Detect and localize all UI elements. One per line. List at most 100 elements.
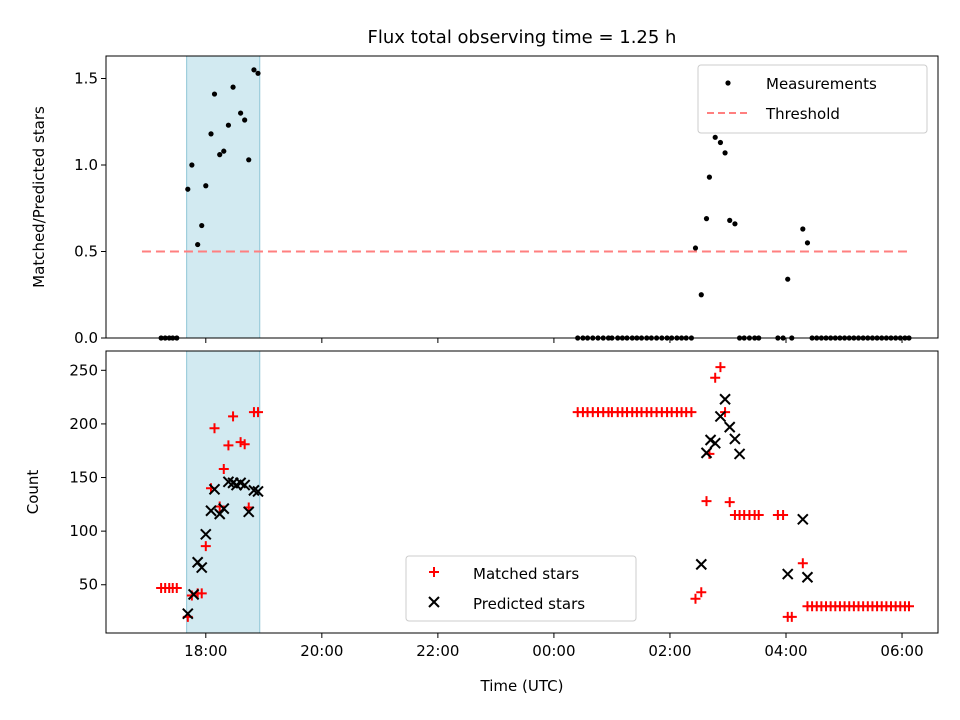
legend-predicted-label: Predicted stars — [473, 595, 585, 613]
highlight-span — [186, 350, 261, 634]
predicted-star-point — [782, 568, 794, 580]
matched-star-point — [690, 593, 701, 604]
y-tick-label: 50 — [79, 576, 98, 594]
predicted-star-point — [733, 448, 746, 460]
bottom-panel: 50 100 150 200 250 18:00 20:00 22:00 00:00 02:00 0… — [24, 350, 939, 695]
matched-star-point — [903, 601, 914, 612]
measurement-point — [195, 241, 201, 248]
y-tick-label: 200 — [69, 415, 98, 433]
bottom-panel-frame — [105, 350, 939, 634]
measurement-point — [221, 148, 227, 154]
measurement-point — [712, 134, 718, 140]
measurement-point — [225, 122, 232, 128]
y-tick-label: 1.0 — [74, 156, 98, 174]
legend-measurements-label: Measurements — [766, 75, 877, 93]
x-tick-label: 02:00 — [648, 642, 691, 660]
matched-star-point — [686, 407, 697, 418]
measurement-point — [189, 162, 195, 168]
measurement-point — [238, 110, 244, 116]
predicted-star-point — [243, 506, 255, 518]
measurement-point — [199, 222, 205, 229]
predicted-star-point — [248, 484, 260, 497]
matched-star-point — [778, 510, 789, 521]
legend-threshold-label: Threshold — [765, 105, 840, 123]
predicted-star-point — [729, 433, 741, 445]
highlight-span — [186, 55, 261, 339]
matched-star-point — [218, 463, 229, 474]
matched-star-point — [171, 582, 182, 593]
x-tick-label: 06:00 — [880, 642, 923, 660]
matched-star-point — [228, 411, 239, 422]
predicted-star-point — [695, 558, 707, 571]
x-axis-label: Time (UTC) — [480, 677, 564, 695]
x-tick-label: 00:00 — [532, 642, 575, 660]
legend-matched-label: Matched stars — [473, 565, 579, 583]
measurement-point — [727, 217, 733, 223]
measurement-point — [185, 186, 191, 192]
measurement-point — [717, 139, 724, 146]
measurement-point — [732, 221, 738, 227]
matched-star-point — [710, 372, 721, 383]
bottom-y-axis-label: Count — [24, 470, 42, 515]
predicted-star-point — [187, 588, 200, 601]
measurement-point — [698, 292, 704, 298]
x-tick-label: 04:00 — [764, 642, 807, 660]
legend-matched-marker — [429, 567, 439, 577]
y-tick-label: 0.5 — [74, 242, 98, 260]
measurement-point — [722, 150, 728, 156]
predicted-star-point — [252, 485, 264, 498]
measurement-point — [246, 157, 252, 163]
matched-star-point — [786, 611, 797, 622]
y-tick-label: 100 — [69, 522, 98, 540]
measurement-point — [804, 240, 811, 246]
measurement-point — [217, 152, 223, 158]
predicted-star-point — [719, 393, 731, 405]
legend-predicted-marker — [428, 596, 440, 608]
measurement-point — [242, 117, 248, 123]
predicted-star-point — [724, 421, 736, 433]
predicted-star-point — [801, 571, 814, 583]
x-tick-label: 18:00 — [184, 642, 227, 660]
measurement-point — [800, 226, 806, 232]
predicted-star-point — [218, 502, 230, 515]
matched-star-point — [209, 423, 220, 434]
bottom-legend: Matched stars Predicted stars — [405, 555, 637, 622]
predicted-star-point — [205, 505, 217, 517]
top-legend-box — [697, 64, 928, 134]
matched-star-point — [701, 496, 712, 507]
y-tick-label: 150 — [69, 469, 98, 487]
measurement-point — [255, 70, 261, 76]
predicted-star-point — [714, 410, 727, 423]
measurement-point — [706, 174, 713, 180]
measurement-point — [211, 91, 218, 97]
y-tick-label: 1.5 — [74, 69, 98, 87]
measurement-point — [230, 84, 236, 90]
predicted-star-point — [200, 528, 212, 541]
top-legend: Measurements Threshold — [697, 64, 928, 134]
predicted-star-point — [208, 483, 221, 496]
matched-star-point — [797, 558, 808, 569]
bottom-legend-box — [405, 555, 637, 622]
predicted-star-point — [709, 437, 721, 449]
matched-star-point — [196, 588, 207, 599]
matched-star-point — [724, 497, 735, 508]
y-tick-label: 250 — [69, 361, 98, 379]
matched-star-point — [253, 407, 264, 418]
top-panel-frame — [105, 55, 939, 339]
matched-star-point — [200, 541, 211, 552]
legend-measurements-marker — [725, 80, 731, 86]
measurement-point — [251, 67, 257, 73]
predicted-star-point — [700, 447, 713, 459]
matched-star-point — [715, 362, 726, 373]
predicted-star-point — [797, 513, 809, 526]
predicted-star-point — [238, 479, 251, 491]
measurement-point — [785, 276, 791, 282]
y-tick-label: 0.0 — [74, 329, 98, 347]
x-tick-label: 22:00 — [416, 642, 459, 660]
top-y-axis-label: Matched/Predicted stars — [30, 106, 48, 288]
measurement-point — [692, 245, 699, 251]
x-tick-label: 20:00 — [300, 642, 343, 660]
measurement-point — [208, 131, 214, 137]
matched-star-point — [753, 510, 764, 521]
predicted-star-point — [182, 607, 194, 620]
